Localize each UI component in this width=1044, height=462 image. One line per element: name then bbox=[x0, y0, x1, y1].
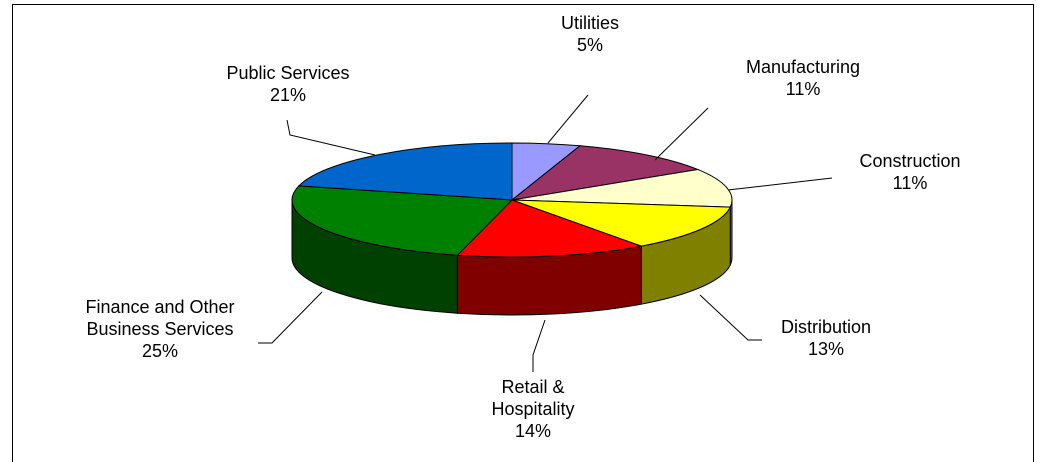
label-name: Retail & Hospitality bbox=[491, 377, 575, 419]
data-label: Manufacturing 11% bbox=[703, 56, 903, 100]
label-name: Public Services bbox=[226, 63, 350, 83]
data-label: Finance and Other Business Services 25% bbox=[75, 296, 245, 362]
leader-lines bbox=[258, 94, 833, 372]
label-name: Utilities bbox=[560, 13, 619, 33]
label-name: Distribution bbox=[780, 317, 872, 337]
leader-line bbox=[258, 291, 323, 344]
pie-slice bbox=[511, 199, 732, 247]
label-value: 13% bbox=[807, 339, 845, 359]
leader-line bbox=[286, 119, 376, 156]
label-value: 25% bbox=[141, 341, 179, 361]
label-value: 21% bbox=[269, 85, 307, 105]
data-label: Retail & Hospitality 14% bbox=[483, 376, 583, 442]
pie-slice bbox=[510, 145, 700, 201]
pie-slice bbox=[511, 168, 733, 208]
data-label: Construction 11% bbox=[810, 150, 1010, 194]
data-label: Public Services 21% bbox=[188, 62, 388, 106]
leader-line bbox=[727, 177, 833, 191]
data-label: Distribution 13% bbox=[726, 316, 926, 360]
label-value: 11% bbox=[892, 173, 928, 193]
label-value: 14% bbox=[514, 421, 552, 441]
pie-slice bbox=[297, 142, 513, 201]
leader-line bbox=[532, 319, 546, 372]
label-name: Manufacturing bbox=[745, 57, 861, 77]
data-label: Utilities 5% bbox=[490, 12, 690, 56]
label-value: 11% bbox=[785, 79, 821, 99]
leader-line bbox=[654, 107, 709, 161]
pie-slice bbox=[456, 199, 644, 258]
label-name: Finance and Other Business Services bbox=[85, 297, 235, 339]
pie-slice bbox=[291, 185, 514, 256]
label-name: Construction bbox=[859, 151, 961, 171]
leader-line bbox=[699, 294, 762, 341]
pie bbox=[291, 142, 733, 316]
label-value: 5% bbox=[576, 35, 603, 55]
leader-line bbox=[547, 94, 589, 144]
